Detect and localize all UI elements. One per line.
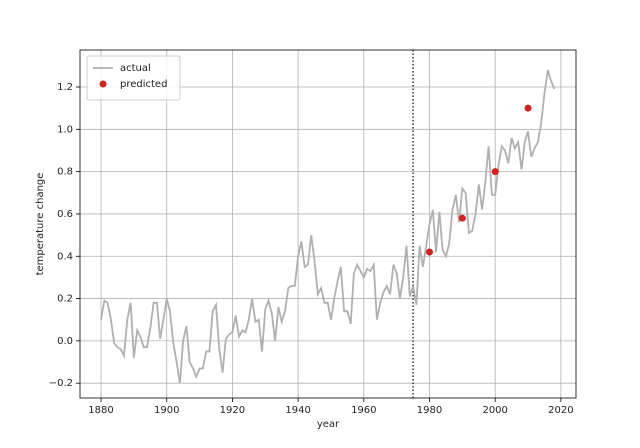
- point: [524, 104, 532, 112]
- y-tick-label: 1.2: [57, 82, 73, 93]
- legend-label: actual: [120, 63, 151, 74]
- legend-swatch: [99, 80, 107, 88]
- y-tick-label: 0.6: [57, 209, 73, 220]
- y-tick-label: 0.0: [57, 336, 73, 347]
- plot-frame: [79, 49, 577, 399]
- x-tick-label: 1960: [351, 405, 376, 416]
- y-tick-label: 0.8: [57, 167, 73, 178]
- y-axis-label: temperature change: [35, 173, 46, 276]
- y-tick-label: −0.2: [49, 378, 73, 389]
- legend-label: predicted: [120, 79, 167, 90]
- x-tick-label: 1880: [88, 405, 113, 416]
- x-tick-label: 1900: [154, 405, 179, 416]
- y-tick-label: 0.4: [57, 251, 73, 262]
- x-tick-label: 1980: [417, 405, 442, 416]
- point: [458, 214, 466, 222]
- point: [491, 168, 499, 176]
- y-tick-label: 0.2: [57, 294, 73, 305]
- y-tick-label: 1.0: [57, 124, 73, 135]
- line: [100, 69, 556, 384]
- x-axis-label: year: [317, 419, 340, 430]
- x-tick-label: 1920: [220, 405, 245, 416]
- x-tick-label: 1940: [285, 405, 310, 416]
- x-tick-label: 2020: [548, 405, 573, 416]
- legend-box: [86, 55, 181, 101]
- point: [425, 248, 433, 256]
- x-tick-label: 2000: [482, 405, 507, 416]
